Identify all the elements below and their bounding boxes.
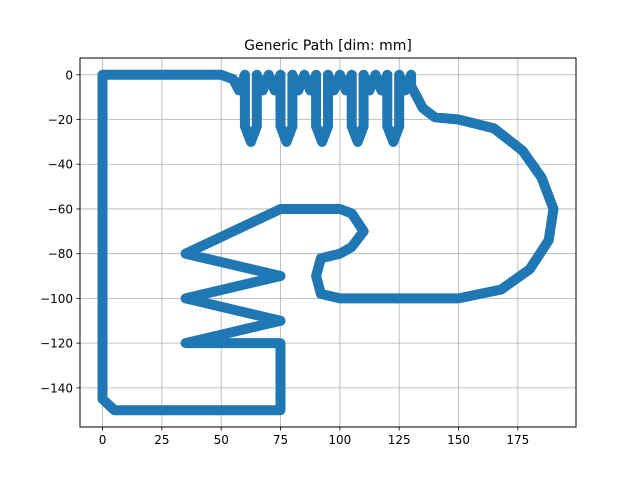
axis-ticks: 0 25 50 75 100 125 150 175 0 −20 −40 −60 −80 −100 −120…: [40, 68, 529, 447]
y-tick-label: −20: [48, 113, 73, 127]
x-tick-label: 125: [388, 433, 411, 447]
x-tick-label: 150: [447, 433, 470, 447]
x-tick-label: 175: [506, 433, 529, 447]
y-tick-label: 0: [65, 68, 73, 82]
x-tick-label: 50: [214, 433, 229, 447]
x-tick-label: 75: [273, 433, 288, 447]
y-tick-label: −40: [48, 158, 73, 172]
y-tick-label: −100: [40, 292, 73, 306]
data-layer: [97, 69, 559, 416]
path-series-line: [97, 69, 559, 416]
x-tick-label: 25: [154, 433, 169, 447]
x-tick-label: 100: [328, 433, 351, 447]
x-tick-label: 0: [99, 433, 107, 447]
y-tick-label: −80: [48, 247, 73, 261]
plot-frame: [79, 57, 577, 428]
chart-title: Generic Path [dim: mm]: [244, 38, 412, 54]
y-tick-label: −120: [40, 337, 73, 351]
y-tick-label: −60: [48, 202, 73, 216]
y-tick-label: −140: [40, 381, 73, 395]
